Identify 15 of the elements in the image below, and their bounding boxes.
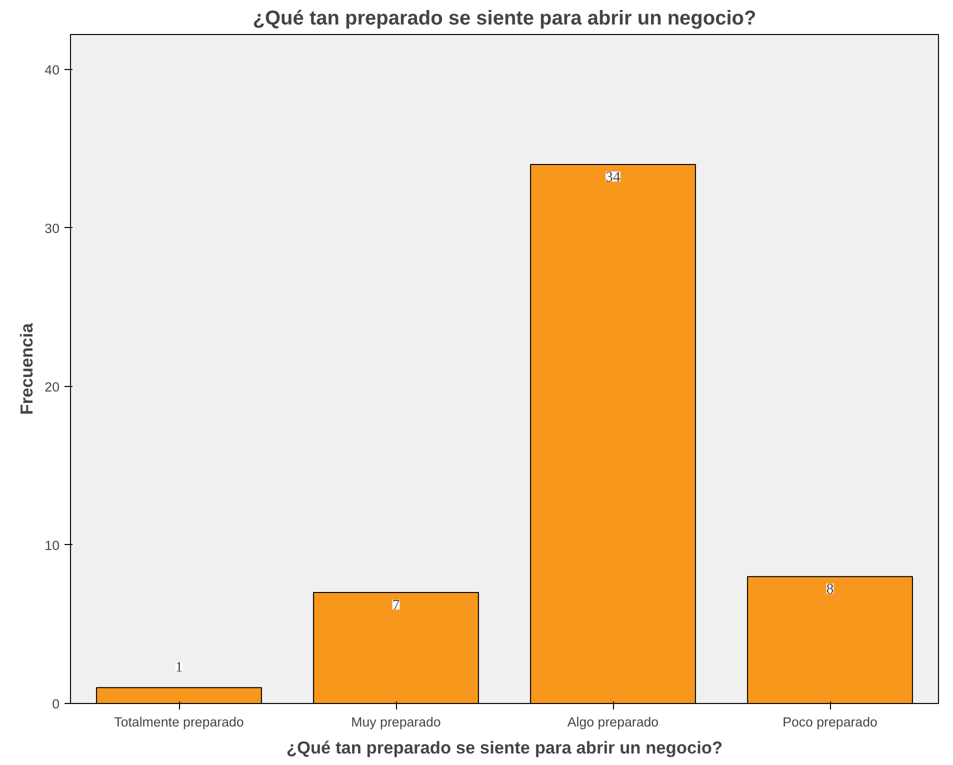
x-tick-label: Poco preparado (782, 714, 878, 730)
y-axis-title: Frecuencia (16, 322, 37, 415)
y-tick-label: 10 (44, 538, 60, 553)
data-label: 1 (175, 660, 183, 676)
x-tick-label: Muy preparado (351, 714, 441, 730)
x-tick-label: Totalmente preparado (114, 714, 244, 730)
y-tick-label: 30 (44, 220, 60, 236)
chart-title: ¿Qué tan preparado se siente para abrir un negocio? (252, 8, 756, 30)
y-tick-label: 20 (44, 379, 60, 394)
data-label: 34 (606, 169, 621, 186)
y-tick-label: 0 (52, 696, 60, 712)
y-tick-label: 40 (44, 62, 60, 78)
data-label: 7 (392, 598, 400, 614)
x-axis-title: ¿Qué tan preparado se siente para abrir un negocio? (286, 738, 723, 758)
x-tick-label: Algo preparado (567, 714, 659, 730)
